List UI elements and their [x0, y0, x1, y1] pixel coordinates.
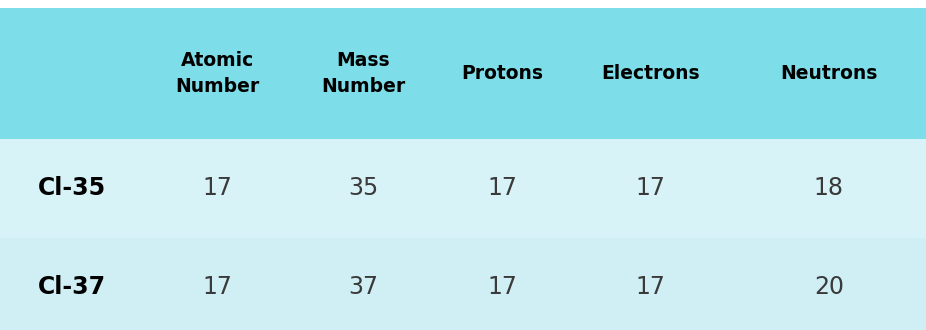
Bar	[732, 238, 926, 330]
Text: Cl-35: Cl-35	[38, 176, 106, 200]
Text: Protons: Protons	[461, 64, 544, 83]
Bar	[0, 8, 144, 139]
Text: 18: 18	[814, 176, 844, 200]
Bar	[292, 139, 435, 238]
Text: 17: 17	[487, 275, 518, 299]
Bar	[569, 139, 732, 238]
Text: Electrons: Electrons	[601, 64, 700, 83]
Bar	[292, 238, 435, 330]
Bar	[144, 8, 292, 139]
Text: 17: 17	[203, 176, 232, 200]
Bar	[732, 139, 926, 238]
Text: 17: 17	[203, 275, 232, 299]
Bar	[0, 238, 144, 330]
Bar	[435, 238, 569, 330]
Text: Mass
Number: Mass Number	[321, 51, 406, 96]
Text: 17: 17	[487, 176, 518, 200]
Bar	[435, 139, 569, 238]
Text: 20: 20	[814, 275, 844, 299]
Bar	[292, 8, 435, 139]
Text: 37: 37	[348, 275, 379, 299]
Bar	[435, 8, 569, 139]
Text: Atomic
Number: Atomic Number	[176, 51, 259, 96]
Bar	[569, 238, 732, 330]
Text: 17: 17	[635, 275, 666, 299]
Text: Cl-37: Cl-37	[38, 275, 106, 299]
Bar	[0, 139, 144, 238]
Bar	[569, 8, 732, 139]
Text: 17: 17	[635, 176, 666, 200]
Text: Neutrons: Neutrons	[780, 64, 878, 83]
Bar	[732, 8, 926, 139]
Bar	[144, 139, 292, 238]
Bar	[144, 238, 292, 330]
Text: 35: 35	[348, 176, 379, 200]
